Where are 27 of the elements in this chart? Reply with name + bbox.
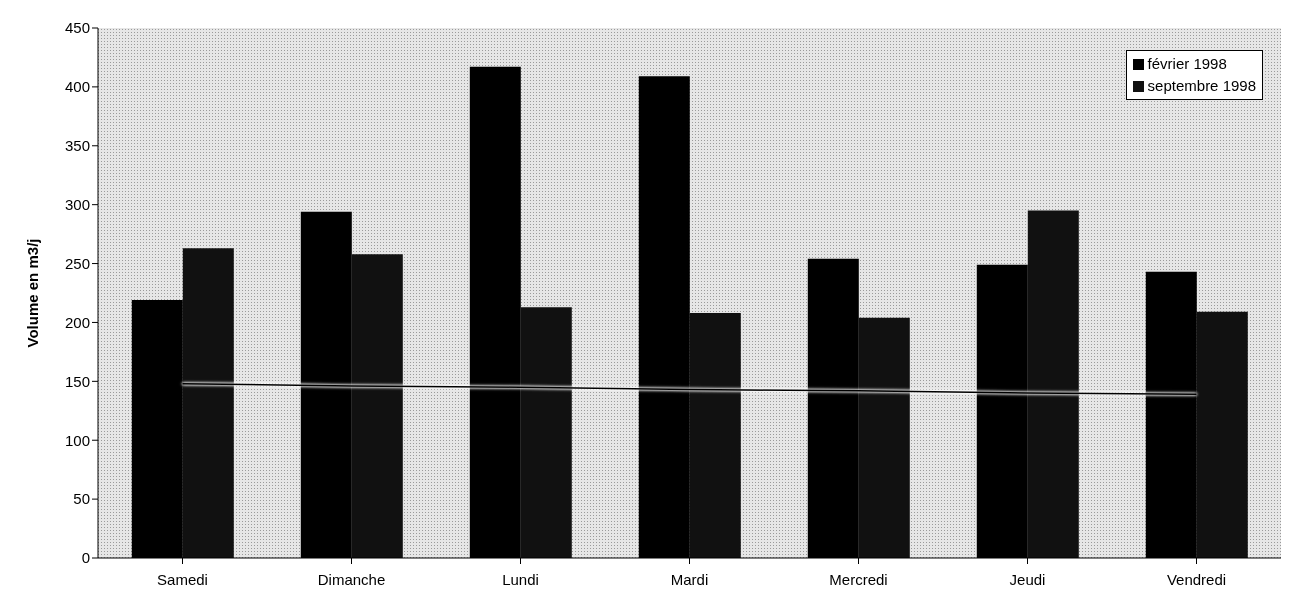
y-tick-label: 150 <box>64 372 90 390</box>
y-tick-label: 350 <box>64 137 90 155</box>
bar <box>858 317 910 558</box>
y-tick-label: 250 <box>64 254 90 272</box>
bar <box>351 254 403 558</box>
bar <box>520 307 572 558</box>
x-tick-label: Samedi <box>157 570 208 588</box>
y-tick-label: 200 <box>64 313 90 331</box>
y-tick-label: 400 <box>64 78 90 96</box>
y-tick-label: 50 <box>73 490 90 508</box>
x-tick-label: Vendredi <box>1166 570 1227 588</box>
x-tick-label: Mercredi <box>829 570 888 588</box>
y-tick-label: 100 <box>64 431 90 449</box>
bar <box>1027 210 1079 558</box>
legend-label: septembre 1998 <box>1147 76 1256 96</box>
x-tick-label: Jeudi <box>1009 570 1046 588</box>
legend-label: février 1998 <box>1147 54 1227 74</box>
bar <box>689 313 741 558</box>
y-tick-label: 0 <box>81 549 90 567</box>
y-axis-title: Volume en m3/j <box>24 238 42 348</box>
y-tick-label: 300 <box>64 195 90 213</box>
x-tick-label: Dimanche <box>317 570 386 588</box>
x-tick-label: Mardi <box>670 570 709 588</box>
y-tick-label: 450 <box>64 19 90 37</box>
bar <box>182 248 234 558</box>
bar <box>1196 311 1248 558</box>
x-tick-label: Lundi <box>502 570 539 588</box>
